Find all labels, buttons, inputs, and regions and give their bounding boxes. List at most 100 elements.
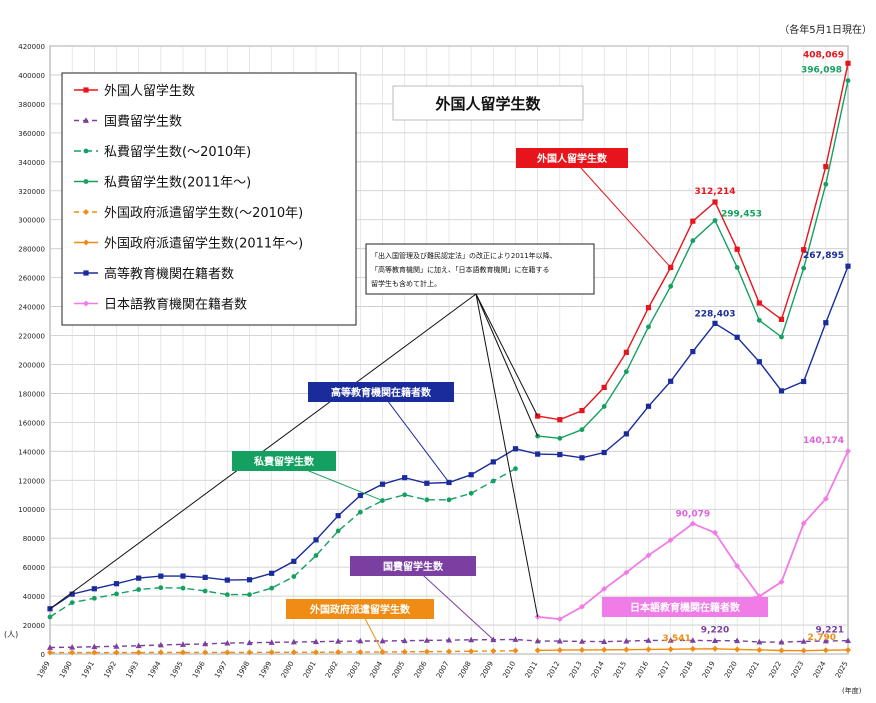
data-point	[490, 459, 496, 465]
data-point	[845, 637, 851, 644]
data-point	[313, 553, 319, 558]
data-point	[335, 528, 341, 534]
data-point	[313, 638, 319, 645]
data-label: 140,174	[803, 436, 844, 446]
note-leader	[475, 293, 539, 417]
data-point	[512, 647, 519, 654]
x-tick-label: 2009	[479, 660, 495, 679]
data-point	[357, 492, 363, 499]
data-point	[668, 283, 674, 289]
x-tick-label: 2006	[413, 660, 429, 680]
legend-marker	[83, 300, 89, 307]
data-point	[401, 648, 408, 655]
legend-marker	[83, 239, 89, 246]
data-point	[734, 265, 740, 270]
data-point	[823, 163, 829, 170]
y-tick-label: 260000	[18, 275, 45, 283]
legend-marker	[83, 148, 89, 154]
data-point	[357, 637, 364, 644]
x-tick-label: 2003	[346, 660, 362, 679]
data-label: 408,069	[803, 50, 844, 60]
data-point	[623, 369, 629, 375]
legend-marker	[83, 270, 89, 276]
data-point	[845, 263, 851, 269]
data-point	[668, 378, 674, 384]
note-line: 留学生も含めて計上。	[371, 279, 441, 288]
data-point	[778, 316, 785, 322]
callout-box	[602, 597, 768, 617]
data-point	[689, 645, 696, 652]
callout-box	[286, 599, 434, 619]
x-tick-label: 2018	[679, 660, 695, 679]
data-point	[690, 348, 696, 355]
data-point	[800, 520, 807, 527]
data-point	[712, 320, 718, 326]
callout-text: 外国人留学生数	[536, 152, 608, 165]
data-point	[712, 199, 718, 205]
x-tick-label: 2017	[657, 660, 673, 679]
data-point	[180, 573, 186, 579]
callout-box	[232, 451, 336, 471]
x-tick-label: 2002	[324, 660, 340, 679]
y-tick-label: 100000	[18, 506, 45, 514]
data-point	[247, 592, 252, 598]
data-point	[756, 317, 762, 323]
data-point	[534, 647, 541, 654]
data-point	[756, 638, 763, 645]
data-point	[69, 591, 75, 597]
data-point	[689, 637, 696, 643]
data-point	[135, 642, 142, 649]
data-point	[91, 643, 98, 650]
data-point	[69, 600, 75, 606]
data-point	[734, 562, 741, 569]
data-point	[601, 384, 607, 391]
data-point	[290, 638, 297, 645]
x-tick-label: 2001	[302, 660, 318, 679]
legend-marker	[83, 117, 89, 123]
x-tick-label: 2025	[834, 660, 850, 679]
y-tick-label: 120000	[18, 477, 45, 485]
x-tick-label: 2000	[280, 660, 296, 679]
data-point	[135, 649, 142, 656]
legend-entry: 国費留学生数	[104, 114, 182, 130]
data-point	[224, 639, 231, 646]
data-point	[734, 646, 741, 653]
data-point	[490, 478, 496, 484]
callout-leader	[380, 391, 450, 483]
data-point	[845, 60, 851, 66]
data-point	[712, 218, 718, 223]
x-tick-label: 2020	[723, 660, 739, 679]
data-label: 312,214	[695, 187, 736, 197]
x-unit: (年度)	[842, 686, 862, 695]
data-point	[778, 388, 785, 394]
y-tick-label: 340000	[18, 159, 45, 167]
data-point	[623, 431, 629, 437]
data-point	[180, 585, 186, 591]
x-tick-label: 2021	[745, 660, 761, 679]
data-point	[800, 638, 807, 644]
data-point	[136, 575, 142, 581]
x-tick-label: 1998	[235, 660, 251, 679]
data-point	[667, 537, 674, 544]
callout-leader	[412, 565, 494, 641]
legend-entry: 高等教育機関在籍者数	[104, 266, 234, 282]
data-label: 90,079	[675, 510, 710, 520]
data-point	[734, 334, 740, 340]
callout-box	[350, 556, 476, 576]
data-point	[246, 649, 253, 656]
data-point	[335, 513, 341, 519]
y-tick-label: 200000	[18, 361, 45, 369]
data-point	[313, 537, 319, 543]
note-line: 「出入国管理及び難民認定法」の改正により2011年以降、	[371, 251, 557, 260]
data-point	[823, 320, 829, 326]
data-point	[557, 435, 563, 441]
data-point	[47, 644, 53, 650]
data-label: 228,403	[695, 309, 736, 319]
data-point	[645, 646, 652, 653]
x-tick-label: 1997	[213, 660, 229, 679]
data-point	[468, 472, 474, 478]
callout-text: 外国政府派遣留学生数	[309, 603, 411, 616]
data-point	[113, 649, 120, 656]
y-tick-label: 80000	[23, 535, 45, 543]
